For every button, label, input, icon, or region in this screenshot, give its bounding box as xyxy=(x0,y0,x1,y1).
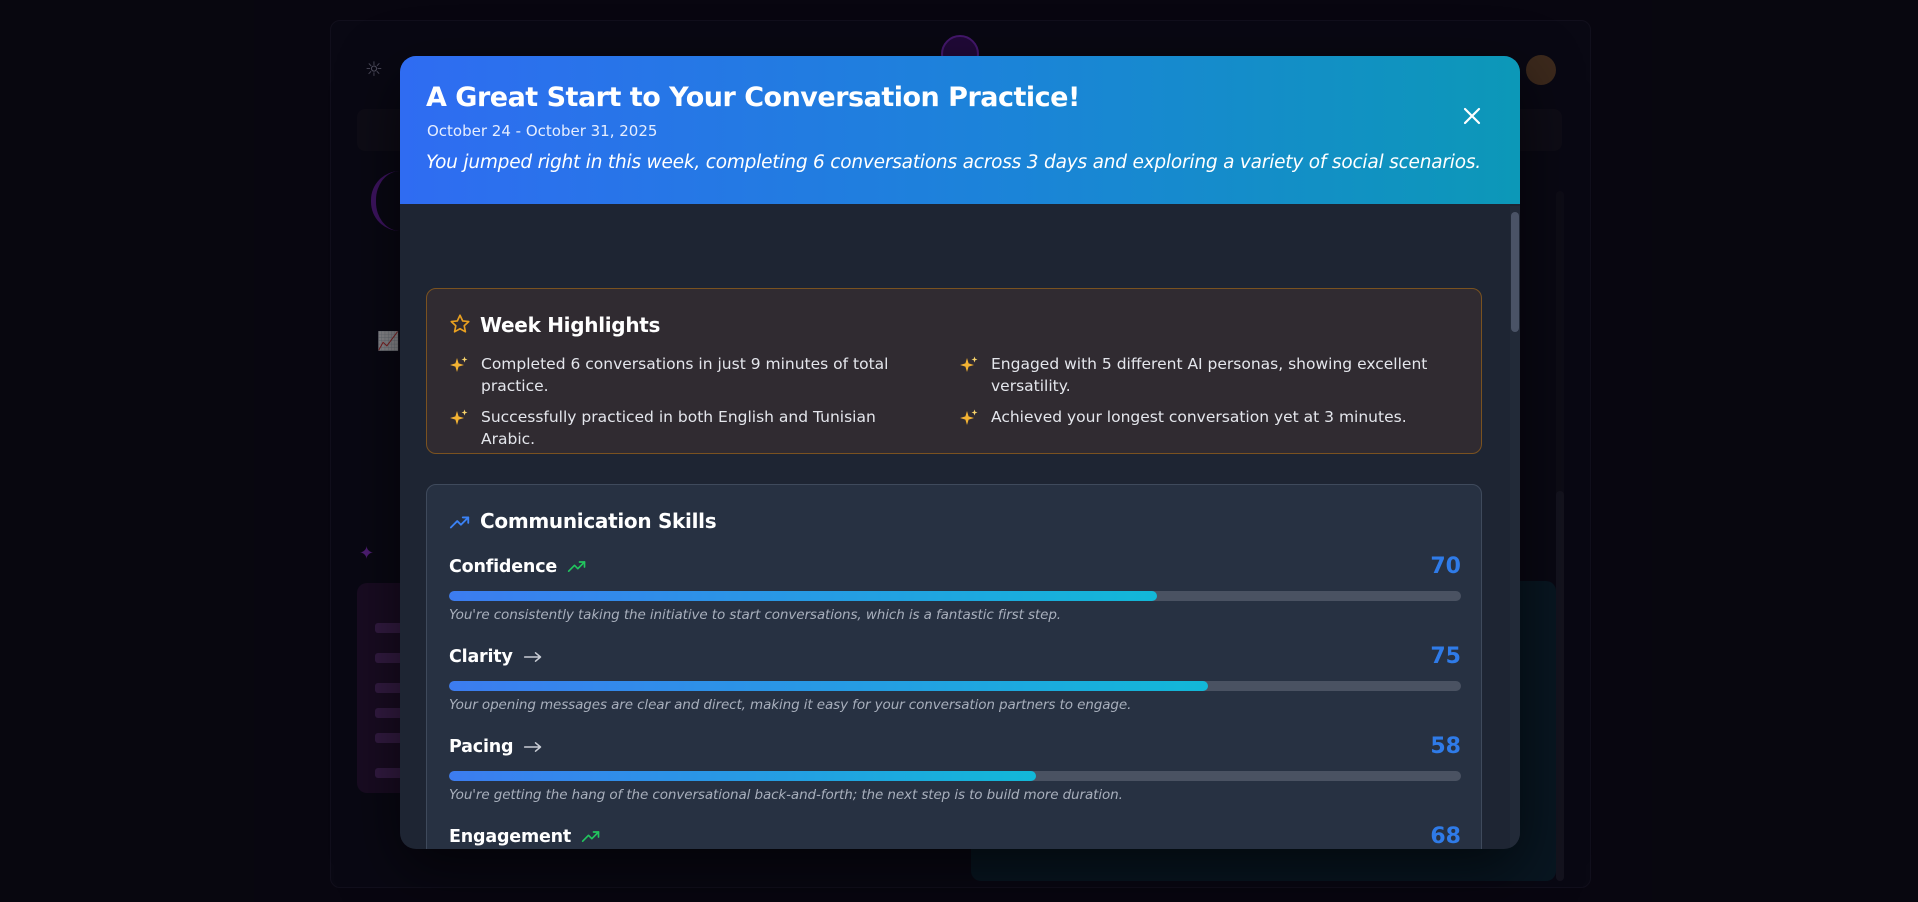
skill-name: Pacing xyxy=(449,737,514,757)
modal-body: Week Highlights Completed 6 conversation… xyxy=(400,204,1520,849)
modal-scrollbar[interactable] xyxy=(1510,206,1520,849)
arrow-right-icon xyxy=(523,742,542,752)
chart-icon: 📈 xyxy=(377,331,400,352)
skill-name: Confidence xyxy=(449,557,558,577)
skill-score: 68 xyxy=(1430,824,1461,849)
avatar xyxy=(1526,55,1556,85)
skill-progress-bar xyxy=(449,591,1461,601)
highlight-item: Successfully practiced in both English a… xyxy=(449,406,889,450)
modal-summary: You jumped right in this week, completin… xyxy=(426,152,1481,173)
modal-title: A Great Start to Your Conversation Pract… xyxy=(426,82,1080,113)
skill-score: 75 xyxy=(1430,644,1461,669)
skill-score: 70 xyxy=(1430,554,1461,579)
skill-description: You're consistently taking the initiativ… xyxy=(449,607,1061,623)
star-icon xyxy=(450,314,470,333)
sparkles-icon xyxy=(450,409,468,425)
arrow-right-icon xyxy=(523,652,542,662)
skill-row-confidence: Confidence 70 You're consistently taking t… xyxy=(449,554,1461,637)
sparkles-icon xyxy=(960,409,978,425)
skill-description: You're getting the hang of the conversat… xyxy=(449,787,1123,803)
skill-name: Clarity xyxy=(449,647,513,667)
sparkles-icon xyxy=(960,356,978,372)
week-highlights-title: Week Highlights xyxy=(480,313,661,337)
weekly-report-modal: A Great Start to Your Conversation Pract… xyxy=(400,56,1520,849)
background-scrollbar-thumb xyxy=(1556,491,1564,881)
trending-up-icon xyxy=(581,831,600,842)
skill-progress-fill xyxy=(449,591,1158,601)
highlight-text: Achieved your longest conversation yet a… xyxy=(991,408,1407,426)
skill-progress-fill xyxy=(449,771,1036,781)
week-highlights-card: Week Highlights Completed 6 conversation… xyxy=(426,288,1482,454)
trending-up-icon xyxy=(449,516,470,529)
highlight-item: Achieved your longest conversation yet a… xyxy=(959,406,1429,428)
sparkle-icon: ✦ xyxy=(359,543,375,564)
skill-name: Engagement xyxy=(449,827,572,847)
highlight-text: Engaged with 5 different AI personas, sh… xyxy=(991,355,1428,395)
highlight-item: Completed 6 conversations in just 9 minu… xyxy=(449,353,889,397)
skill-progress-bar xyxy=(449,681,1461,691)
skill-progress-fill xyxy=(449,681,1208,691)
background-topbar: ☼ xyxy=(331,21,1590,91)
highlight-text: Completed 6 conversations in just 9 minu… xyxy=(481,355,889,395)
skill-progress-bar xyxy=(449,771,1461,781)
skill-row-clarity: Clarity 75 Your opening messages are clear… xyxy=(449,644,1461,727)
close-button[interactable] xyxy=(1454,98,1490,134)
highlight-text: Successfully practiced in both English a… xyxy=(481,408,876,448)
skill-row-engagement: Engagement68You're asking good follow-up… xyxy=(449,824,1461,849)
background-decoration xyxy=(371,171,400,231)
sparkles-icon xyxy=(450,356,468,372)
communication-skills-card: Communication Skills Confidence 70 You're … xyxy=(426,484,1482,849)
modal-scrollbar-thumb[interactable] xyxy=(1511,212,1519,332)
trending-up-icon xyxy=(567,561,586,572)
highlight-item: Engaged with 5 different AI personas, sh… xyxy=(959,353,1429,397)
skill-score: 58 xyxy=(1430,734,1461,759)
skill-description: Your opening messages are clear and dire… xyxy=(449,697,1132,713)
sun-icon: ☼ xyxy=(365,57,383,81)
modal-date-range: October 24 - October 31, 2025 xyxy=(427,122,658,140)
close-icon xyxy=(1463,107,1481,125)
communication-skills-title: Communication Skills xyxy=(480,509,717,533)
modal-header: A Great Start to Your Conversation Pract… xyxy=(400,56,1520,204)
skill-row-pacing: Pacing 58 You're getting the hang of the c… xyxy=(449,734,1461,817)
